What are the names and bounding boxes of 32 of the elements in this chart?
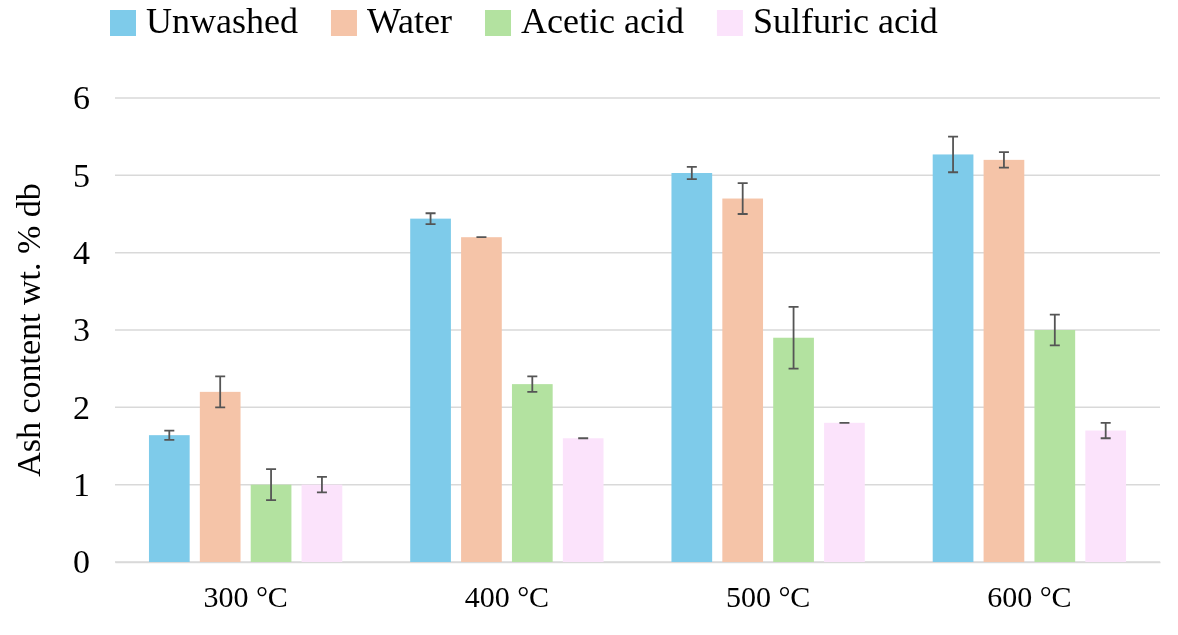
- legend-label: Water: [366, 1, 453, 41]
- bar: [773, 337, 814, 562]
- bar: [932, 154, 974, 562]
- x-tick-label: 400 °C: [464, 580, 550, 613]
- bar: [722, 198, 764, 562]
- x-tick-label: 300 °C: [203, 580, 288, 613]
- bar: [562, 438, 604, 562]
- y-tick-label: 5: [73, 156, 90, 194]
- y-tick-label: 2: [73, 388, 90, 426]
- bar: [410, 218, 451, 562]
- legend-label: Acetic acid: [521, 1, 684, 41]
- bar: [824, 422, 865, 562]
- y-tick-label: 3: [73, 311, 90, 349]
- legend-label: Sulfuric acid: [752, 1, 938, 41]
- y-tick-label: 0: [73, 543, 90, 581]
- legend-label: Unwashed: [146, 1, 298, 41]
- y-tick-label: 6: [73, 79, 90, 117]
- y-axis-title: Ash content wt. % db: [10, 183, 47, 477]
- bar: [671, 173, 713, 562]
- bar: [250, 484, 292, 562]
- bar: [461, 237, 502, 562]
- x-tick-label: 500 °C: [725, 580, 811, 613]
- bar: [511, 384, 553, 562]
- y-tick-label: 4: [73, 234, 90, 272]
- x-tick-label: 600 °C: [987, 580, 1072, 613]
- bar: [148, 435, 190, 562]
- bar: [1034, 330, 1076, 562]
- bar: [1085, 430, 1127, 562]
- bar: [983, 159, 1025, 562]
- y-tick-label: 1: [73, 466, 90, 504]
- bar: [301, 484, 343, 562]
- bar: [199, 391, 241, 562]
